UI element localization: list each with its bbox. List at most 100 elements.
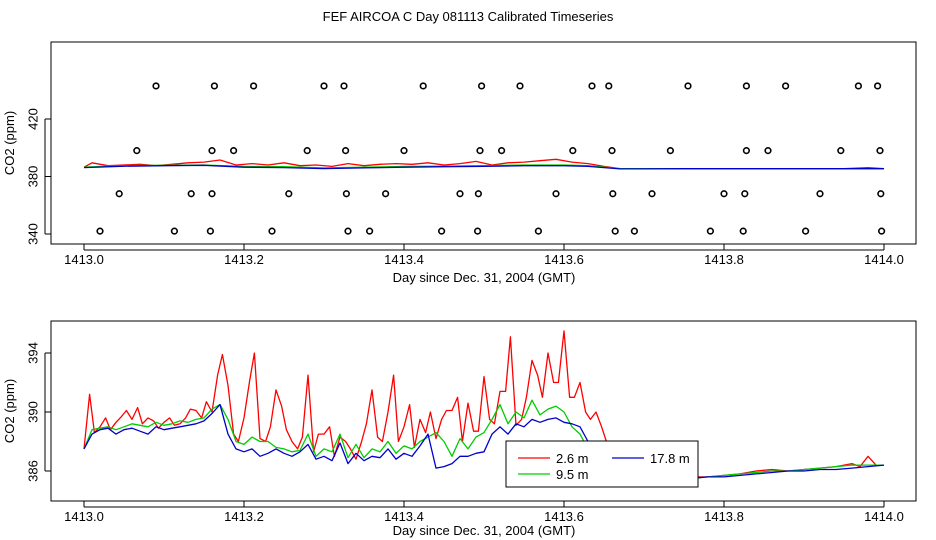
bottom-y-tick-label: 394: [25, 342, 40, 364]
top-series-line-2-6-m: [83, 158, 885, 170]
top-calibration-point: [230, 147, 238, 155]
top-calibration-point: [720, 190, 728, 198]
top-calibration-point: [608, 147, 616, 155]
top-x-tick-label: 1413.0: [64, 252, 104, 267]
top-calibration-point: [666, 147, 675, 155]
top-calibration-point: [133, 147, 141, 155]
top-plot-frame: [50, 41, 917, 245]
bottom-y-tick-label: 390: [25, 401, 40, 423]
top-calibration-point: [742, 147, 751, 155]
top-calibration-point: [781, 82, 790, 90]
top-y-tick-label: 380: [25, 166, 40, 188]
top-calibration-point: [250, 82, 258, 90]
top-x-tick-label: 1413.6: [544, 252, 584, 267]
top-x-tick-label: 1413.2: [224, 252, 264, 267]
top-y-axis-label: CO2 (ppm): [2, 111, 17, 175]
top-calibration-point: [456, 190, 464, 198]
top-calibration-point: [569, 147, 577, 155]
top-calibration-point: [187, 190, 195, 198]
top-calibration-point: [877, 227, 886, 235]
top-calibration-point: [320, 82, 328, 90]
top-calibration-point: [170, 227, 178, 235]
top-calibration-point: [340, 82, 348, 90]
chart-title: FEF AIRCOA C Day 081113 Calibrated Times…: [323, 9, 614, 24]
top-calibration-point: [816, 190, 824, 198]
top-calibration-point: [474, 227, 482, 235]
top-calibration-point: [516, 82, 524, 90]
top-series-line-17-8-m: [83, 164, 884, 170]
top-calibration-point: [498, 147, 506, 155]
top-calibration-point: [344, 227, 352, 235]
top-calibration-point: [438, 227, 446, 235]
top-calibration-point: [706, 227, 715, 235]
top-x-axis-label: Day since Dec. 31, 2004 (GMT): [393, 270, 576, 285]
top-x-tick-label: 1414.0: [864, 252, 904, 267]
top-calibration-point: [342, 190, 351, 198]
top-x-tick-label: 1413.8: [704, 252, 744, 267]
top-calibration-point: [609, 190, 617, 198]
top-calibration-point: [742, 82, 751, 90]
top-calibration-point: [366, 227, 374, 235]
top-plot-area: [83, 82, 886, 235]
top-calibration-point: [877, 190, 885, 198]
top-calibration-point: [382, 190, 390, 198]
top-calibration-point: [764, 147, 772, 155]
bottom-series-line-2-6-m: [83, 330, 884, 478]
top-y-tick-label: 420: [25, 108, 40, 130]
bottom-x-axis-label: Day since Dec. 31, 2004 (GMT): [393, 523, 576, 538]
top-calibration-point: [400, 147, 408, 155]
top-calibration-point: [611, 227, 619, 235]
top-calibration-point: [552, 190, 560, 198]
bottom-x-tick-label: 1413.2: [224, 509, 264, 524]
top-calibration-point: [588, 82, 596, 90]
top-x-tick-label: 1413.4: [384, 252, 424, 267]
legend-box: [505, 440, 699, 488]
bottom-plot-area: [83, 330, 885, 482]
top-calibration-point: [876, 147, 884, 155]
top-calibration-point: [152, 82, 160, 90]
top-calibration-point: [268, 227, 276, 235]
legend-label-17-8m: 17.8 m: [650, 451, 690, 466]
bottom-y-tick-label: 386: [25, 460, 40, 482]
top-calibration-point: [630, 227, 639, 235]
legend: 2.6 m 9.5 m 17.8 m: [505, 440, 699, 488]
bottom-x-tick-label: 1413.0: [64, 509, 104, 524]
top-calibration-point: [206, 227, 214, 235]
top-calibration-point: [303, 147, 311, 155]
top-calibration-point: [605, 82, 613, 90]
legend-label-9-5m: 9.5 m: [556, 467, 589, 482]
legend-label-2-6m: 2.6 m: [556, 451, 589, 466]
bottom-series-line-9-5-m: [83, 399, 884, 482]
top-calibration-point: [208, 190, 216, 198]
top-calibration-point: [837, 147, 845, 155]
bottom-y-axis: 386 390 394: [25, 342, 51, 482]
top-calibration-point: [342, 147, 350, 155]
top-calibration-point: [115, 190, 123, 198]
bottom-panel: 1413.0 1413.2 1413.4 1413.6 1413.8 1414.0 386…: [2, 320, 917, 538]
bottom-x-axis: 1413.0 1413.2 1413.4 1413.6 1413.8 1414.0: [64, 501, 904, 524]
top-calibration-point: [854, 82, 863, 90]
top-calibration-point: [419, 82, 427, 90]
bottom-x-tick-label: 1413.4: [384, 509, 424, 524]
bottom-x-tick-label: 1413.8: [704, 509, 744, 524]
top-x-axis: 1413.0 1413.2 1413.4 1413.6 1413.8 1414.0: [64, 244, 904, 267]
bottom-plot-frame: [50, 320, 917, 502]
top-calibration-point: [741, 190, 749, 198]
bottom-y-axis-label: CO2 (ppm): [2, 379, 17, 443]
top-panel: 1413.0 1413.2 1413.4 1413.6 1413.8 1414.0 340…: [2, 41, 917, 285]
top-calibration-point: [648, 190, 656, 198]
top-calibration-point: [534, 227, 543, 235]
top-calibration-point: [873, 82, 882, 90]
top-calibration-point: [478, 82, 486, 90]
top-calibration-point: [474, 190, 483, 198]
top-calibration-point: [684, 82, 692, 90]
top-calibration-point: [285, 190, 293, 198]
top-y-tick-label: 340: [25, 223, 40, 245]
top-calibration-point: [208, 147, 216, 155]
bottom-x-tick-label: 1414.0: [864, 509, 904, 524]
top-calibration-point: [476, 147, 484, 155]
top-calibration-point: [210, 82, 218, 90]
top-y-axis: 340 380 420: [25, 108, 51, 245]
top-calibration-point: [96, 227, 104, 235]
